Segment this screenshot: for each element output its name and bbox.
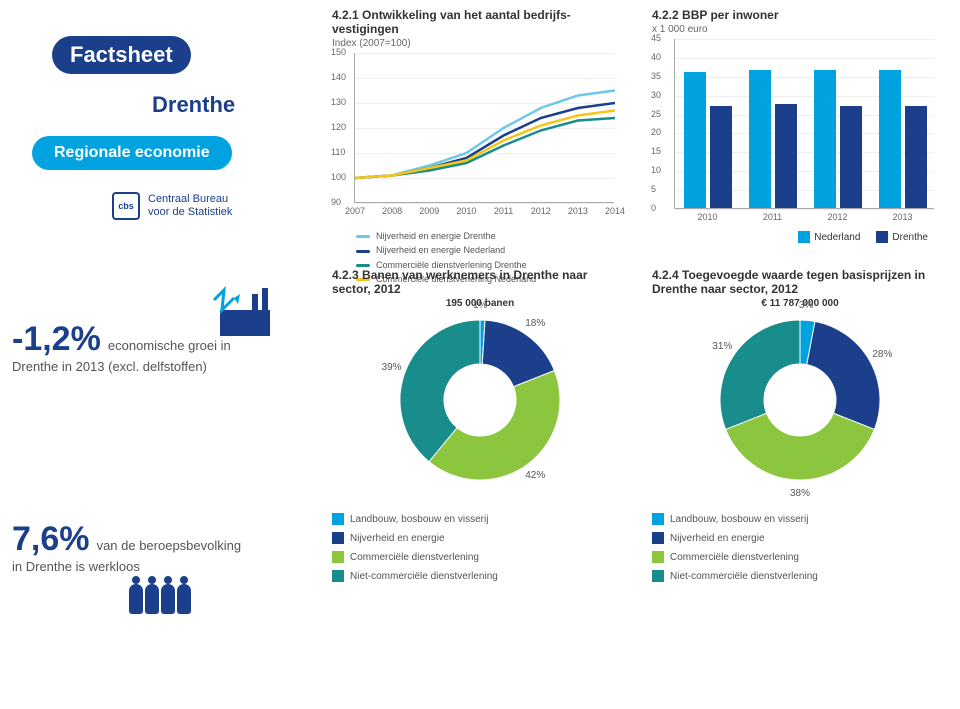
sidebar-header: Factsheet Drenthe Regionale economie cbs… [0,0,320,260]
factsheet-pill: Factsheet [52,36,191,74]
stat-2-value: 7,6% [12,520,90,558]
chart-421-subtitle: Index (2007=100) [332,38,628,49]
cbs-line-1: Centraal Bureau [148,193,232,206]
people-icon [12,584,308,614]
donut-424: 3%28%38%31% [715,315,885,485]
line-chart-area: 9010011012013014015020072008200920102011… [354,53,614,203]
chart-423: 4.2.3 Banen van werknemers in Drenthe na… [320,260,640,490]
stat-1-line2: Drenthe in 2013 (excl. delfstoffen) [12,359,308,374]
pie-legend-list-left: Landbouw, bosbouw en visserijNijverheid … [332,510,628,586]
donut-423: 1%18%42%39% [395,315,565,485]
stat-2: 7,6% van de beroepsbevolking in Drenthe … [0,490,320,690]
chart-422: 4.2.2 BBP per inwoner x 1 000 euro 05101… [640,0,960,260]
chart-422-title: 4.2.2 BBP per inwoner [652,8,948,22]
chart-422-legend: NederlandDrenthe [652,231,928,243]
stat-2-line1: van de beroepsbevolking [97,538,242,553]
cbs-line-2: voor de Statistiek [148,206,232,219]
stat-2-line2: in Drenthe is werkloos [12,559,308,574]
page: Factsheet Drenthe Regionale economie cbs… [0,0,960,690]
cbs-block: cbs Centraal Bureau voor de Statistiek [112,192,308,220]
chart-423-title: 4.2.3 Banen van werknemers in Drenthe na… [332,268,628,296]
chart-421-title: 4.2.1 Ontwikkeling van het aantal bedrij… [332,8,628,36]
chart-424: 4.2.4 Toegevoegde waarde tegen basisprij… [640,260,960,490]
pie-legend-right: Landbouw, bosbouw en visserijNijverheid … [640,490,960,690]
region-title: Drenthe [152,92,308,118]
cbs-logo-icon: cbs [112,192,140,220]
stat-1: -1,2% economische groei in Drenthe in 20… [0,260,320,490]
chart-422-subtitle: x 1 000 euro [652,24,948,35]
stat-1-value: -1,2% [12,320,101,358]
pie-legend-left: Landbouw, bosbouw en visserijNijverheid … [320,490,640,690]
chart-421: 4.2.1 Ontwikkeling van het aantal bedrij… [320,0,640,260]
chart-424-title: 4.2.4 Toegevoegde waarde tegen basisprij… [652,268,948,296]
pie-legend-list-right: Landbouw, bosbouw en visserijNijverheid … [652,510,948,586]
subtitle-pill: Regionale economie [32,136,232,170]
bar-chart-area: 0510152025303540452010201120122013 [674,39,934,209]
factory-icon [210,280,280,343]
